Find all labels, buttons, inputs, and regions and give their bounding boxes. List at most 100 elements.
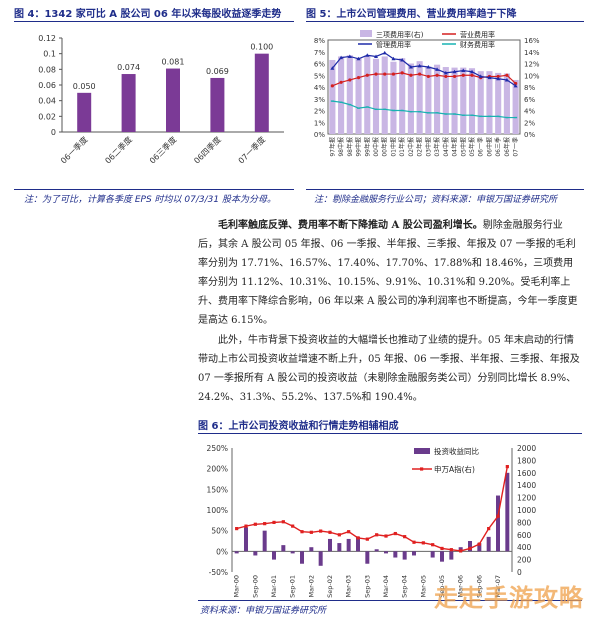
y-right-tick-label: 200	[517, 556, 532, 565]
x-tick-label: 98年报	[346, 137, 354, 157]
y-right-tick-label: 1200	[517, 494, 536, 503]
y-tick-label: 0.1	[43, 50, 56, 59]
legend-swatch	[360, 30, 372, 37]
fig4-title-rule	[14, 21, 294, 22]
total-expense-bar	[364, 55, 371, 134]
y-left-tick-label: 2%	[314, 108, 325, 116]
sales-ratio-point	[435, 73, 439, 77]
finance-ratio-point	[409, 110, 413, 113]
x-tick-label: Sep-01	[289, 575, 297, 598]
finance-ratio-point	[330, 100, 334, 102]
eps-bar	[210, 77, 225, 132]
sales-ratio-point	[330, 84, 334, 88]
body-text: 毛利率触底反弹、费用率不断下降推动 A 股公司盈利增长。剔除金融服务行业后，其余…	[198, 216, 582, 330]
finance-ratio-point	[374, 108, 378, 111]
y-tick-label: 0.12	[38, 34, 56, 43]
paragraph-margin-lead: 毛利率触底反弹、费用率不断下降推动 A 股公司盈利增长。	[218, 220, 483, 231]
legend-marker	[420, 467, 424, 471]
index-point	[347, 530, 351, 534]
total-expense-bar	[407, 63, 414, 134]
index-point	[449, 548, 453, 552]
finance-ratio-point	[400, 109, 404, 112]
y-right-tick-label: 14%	[524, 49, 540, 57]
x-tick-label: 01中报	[389, 137, 397, 157]
finance-ratio-point	[461, 114, 465, 116]
y-right-tick-label: 2000	[517, 444, 536, 453]
x-tick-label: 99年报	[363, 137, 371, 157]
index-point	[253, 522, 257, 526]
sales-ratio-point	[505, 73, 509, 77]
sales-ratio-point	[365, 73, 369, 77]
index-point	[384, 534, 388, 538]
index-point	[328, 530, 332, 534]
total-expense-bar	[381, 56, 388, 135]
investment-income-bar	[356, 536, 360, 552]
x-tick-label: Sep-02	[326, 575, 334, 598]
x-tick-label: 03中报	[424, 137, 432, 157]
x-tick-label: Mar-01	[270, 575, 278, 597]
x-tick-label: 06一季度	[58, 134, 89, 165]
admin-ratio-point	[443, 70, 448, 75]
y-left-tick-label: 4%	[314, 84, 325, 92]
finance-ratio-point	[365, 106, 369, 108]
fig6-note: 资料来源：申银万国证券研究所	[200, 606, 327, 616]
y-right-tick-label: 12%	[524, 61, 540, 69]
x-tick-label: 07一季度	[236, 134, 267, 165]
y-tick-label: 0	[51, 128, 56, 137]
index-point	[468, 546, 472, 551]
x-tick-label: 00年报	[381, 137, 389, 157]
total-expense-bar	[434, 64, 441, 134]
sales-ratio-point	[400, 71, 404, 75]
y-left-tick-label: 1%	[314, 119, 325, 127]
admin-ratio-point	[374, 54, 378, 58]
eps-bar	[254, 53, 269, 132]
finance-ratio-point	[435, 112, 439, 114]
investment-income-bar	[374, 549, 379, 552]
eps-bar-value: 0.100	[250, 43, 273, 52]
y-left-tick-label: 150%	[207, 485, 228, 494]
index-point	[459, 549, 463, 553]
body-text-2: 此外，牛市背景下投资收益的大幅增长也推动了业绩的提升。05 年末启动的行情带动上…	[198, 331, 582, 407]
legend-label: 三项费用率(右)	[376, 30, 424, 39]
x-tick-label: 07一季	[512, 137, 520, 157]
investment-income-bar	[365, 551, 370, 564]
finance-ratio-point	[348, 103, 352, 106]
index-point	[291, 524, 295, 528]
sales-ratio-point	[409, 73, 413, 77]
admin-ratio-point	[487, 75, 492, 80]
x-tick-label: Mar-03	[345, 575, 353, 597]
y-left-tick-label: -50%	[209, 568, 228, 577]
x-tick-label: 06年报	[503, 137, 511, 157]
x-tick-label: 06四季度	[192, 134, 223, 165]
y-left-tick-label: 8%	[314, 37, 325, 45]
admin-ratio-point	[347, 54, 352, 58]
x-tick-label: 04年报	[451, 137, 459, 157]
total-expense-bar	[390, 61, 397, 134]
y-right-tick-label: 4%	[524, 108, 535, 116]
index-point	[272, 520, 276, 524]
y-left-tick-label: 5%	[314, 72, 325, 80]
y-tick-label: 0.04	[38, 97, 56, 106]
x-tick-label: 03年报	[433, 137, 441, 157]
sales-ratio-point	[356, 76, 361, 80]
sales-ratio-point	[383, 72, 387, 76]
sales-ratio-point	[496, 74, 500, 79]
index-point	[375, 533, 379, 537]
y-left-tick-label: 3%	[314, 96, 325, 104]
index-point	[300, 530, 304, 534]
y-right-tick-label: 8%	[524, 84, 535, 92]
y-left-tick-label: 0%	[216, 547, 228, 556]
x-tick-label: 01年报	[398, 137, 406, 157]
index-point	[431, 543, 435, 547]
finance-ratio-point	[470, 114, 474, 116]
total-expense-bar	[451, 67, 458, 134]
index-point	[337, 533, 341, 537]
finance-ratio-point	[505, 116, 509, 119]
fig4-note-rule	[14, 189, 294, 190]
investment-income-bar	[244, 527, 248, 552]
finance-ratio-point	[479, 115, 483, 118]
investment-income-bar	[486, 536, 491, 552]
index-point	[244, 524, 248, 528]
x-tick-label: Sep-06	[475, 575, 483, 598]
finance-ratio-point	[418, 110, 422, 113]
